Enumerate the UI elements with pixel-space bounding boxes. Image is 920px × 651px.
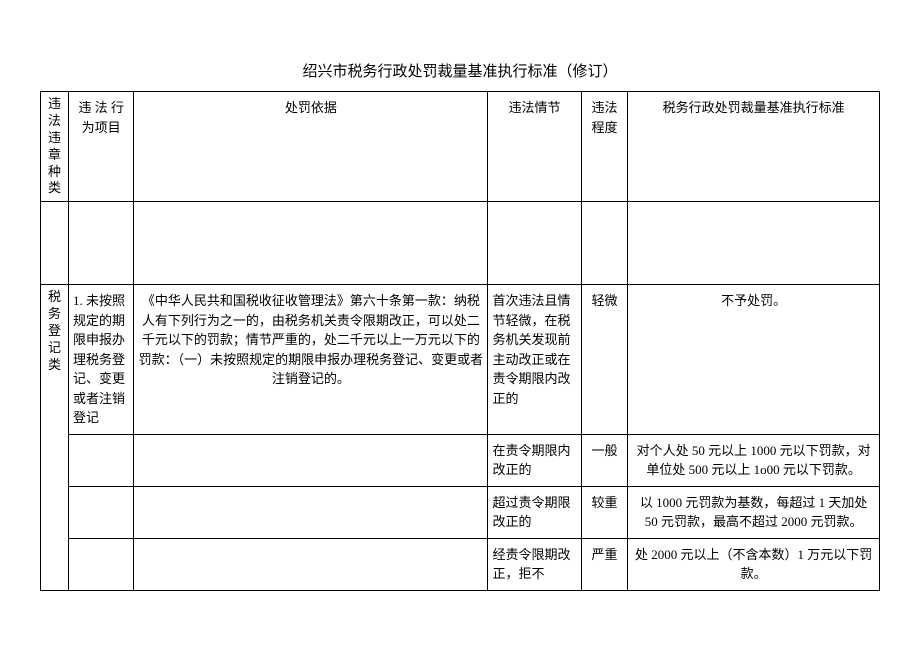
spacer-row bbox=[41, 202, 880, 285]
category-cell: 税务登记类 bbox=[41, 285, 69, 591]
table-header-row: 违法违章种类 违 法 行为项目 处罚依据 违法情节 违法程度 税务行政处罚裁量基… bbox=[41, 92, 880, 202]
table-row: 在责令期限内改正的 一般 对个人处 50 元以上 1000 元以下罚款，对单位处… bbox=[41, 434, 880, 486]
item-cell: 1. 未按照规定的期限申报办理税务登记、变更或者注销登记 bbox=[68, 285, 133, 435]
circumstance-cell: 经责令限期改正，拒不 bbox=[488, 538, 581, 590]
circumstance-cell: 在责令期限内改正的 bbox=[488, 434, 581, 486]
page-title: 绍兴市税务行政处罚裁量基准执行标准（修订） bbox=[40, 60, 880, 81]
standard-cell: 不予处罚。 bbox=[628, 285, 880, 435]
standard-cell: 以 1000 元罚款为基数，每超过 1 天加处 50 元罚款，最高不超过 200… bbox=[628, 486, 880, 538]
degree-cell: 轻微 bbox=[581, 285, 628, 435]
basis-cell-empty bbox=[134, 434, 488, 486]
circumstance-cell: 超过责令期限改正的 bbox=[488, 486, 581, 538]
basis-cell-empty bbox=[134, 486, 488, 538]
standard-cell: 处 2000 元以上（不含本数）1 万元以下罚款。 bbox=[628, 538, 880, 590]
basis-cell: 《中华人民共和国税收征收管理法》第六十条第一款：纳税人有下列行为之一的，由税务机… bbox=[134, 285, 488, 435]
degree-cell: 一般 bbox=[581, 434, 628, 486]
header-basis: 处罚依据 bbox=[134, 92, 488, 202]
degree-cell: 严重 bbox=[581, 538, 628, 590]
table-row: 超过责令期限改正的 较重 以 1000 元罚款为基数，每超过 1 天加处 50 … bbox=[41, 486, 880, 538]
penalty-standard-table: 违法违章种类 违 法 行为项目 处罚依据 违法情节 违法程度 税务行政处罚裁量基… bbox=[40, 91, 880, 591]
item-cell-empty bbox=[68, 486, 133, 538]
item-cell-empty bbox=[68, 434, 133, 486]
header-category: 违法违章种类 bbox=[41, 92, 69, 202]
standard-cell: 对个人处 50 元以上 1000 元以下罚款，对单位处 500 元以上 1o00… bbox=[628, 434, 880, 486]
header-circumstance: 违法情节 bbox=[488, 92, 581, 202]
circumstance-cell: 首次违法且情节轻微，在税务机关发现前主动改正或在责令期限内改正的 bbox=[488, 285, 581, 435]
degree-cell: 较重 bbox=[581, 486, 628, 538]
header-standard: 税务行政处罚裁量基准执行标准 bbox=[628, 92, 880, 202]
item-cell-empty bbox=[68, 538, 133, 590]
basis-cell-empty bbox=[134, 538, 488, 590]
header-item: 违 法 行为项目 bbox=[68, 92, 133, 202]
table-row: 经责令限期改正，拒不 严重 处 2000 元以上（不含本数）1 万元以下罚款。 bbox=[41, 538, 880, 590]
header-degree: 违法程度 bbox=[581, 92, 628, 202]
